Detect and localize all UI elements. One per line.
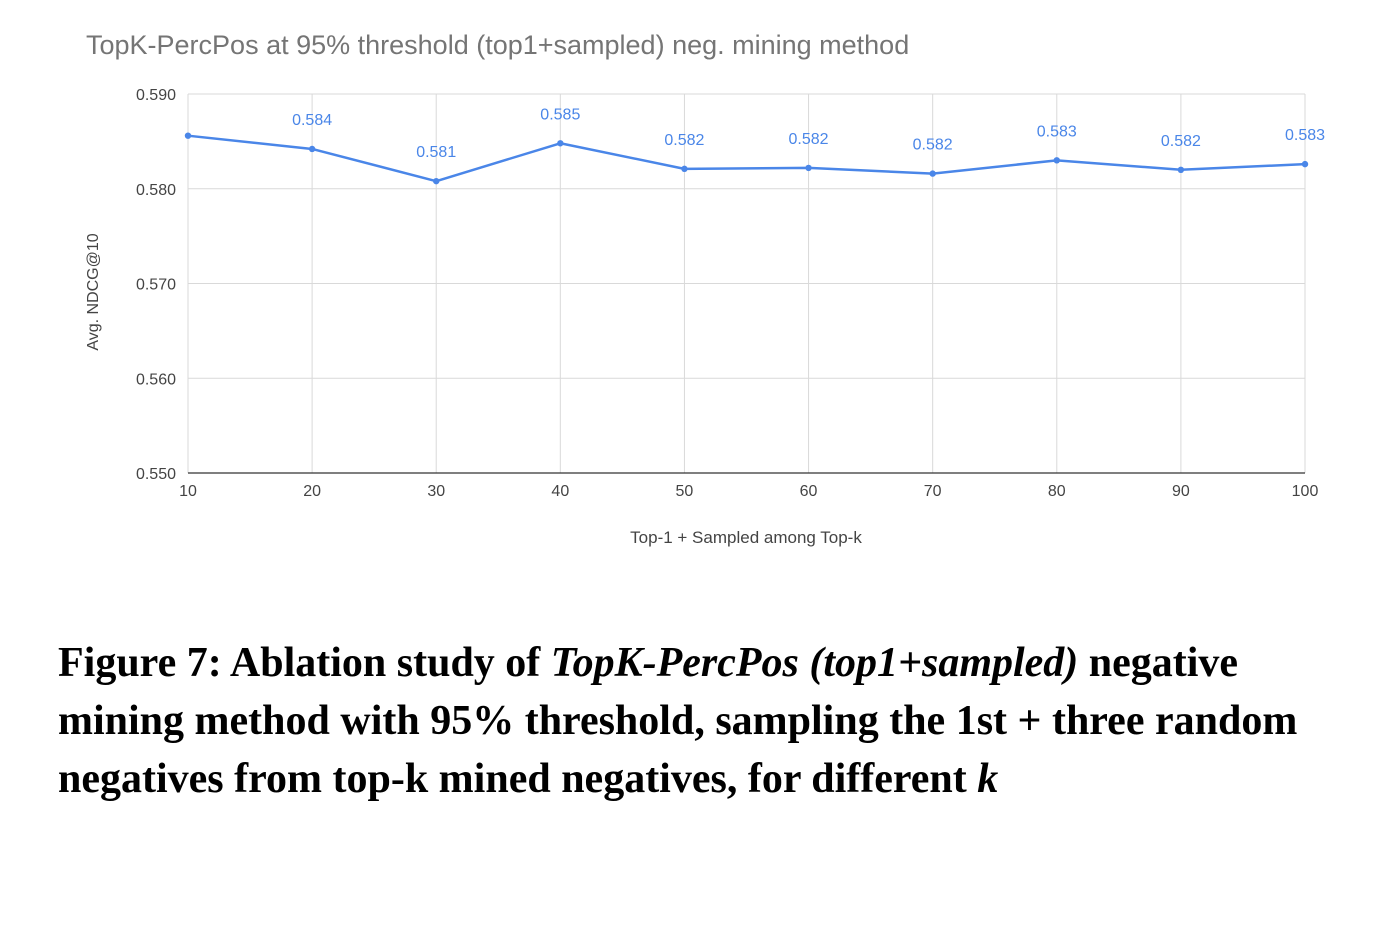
data-point — [1301, 160, 1309, 168]
data-point — [557, 140, 564, 147]
caption-variable-k: k — [977, 756, 999, 802]
data-point — [1053, 157, 1060, 164]
data-point — [184, 132, 192, 139]
data-label: 0.583 — [1037, 123, 1077, 140]
data-label: 0.585 — [540, 106, 580, 123]
x-tick-label: 70 — [924, 483, 942, 500]
x-tick-label: 100 — [1292, 483, 1319, 500]
y-tick-labels: 0.590 0.580 0.570 0.560 0.550 — [136, 87, 176, 483]
data-point — [308, 145, 316, 153]
data-point — [805, 164, 812, 172]
data-label: 0.581 — [416, 144, 456, 161]
y-axis-title: Avg. NDCG@10 — [85, 233, 102, 350]
x-tick-label: 40 — [551, 483, 569, 500]
caption-method-name: TopK-PercPos (top1+sampled) — [550, 640, 1079, 686]
x-axis-title: Top-1 + Sampled among Top-k — [630, 528, 862, 547]
data-label: 0.582 — [789, 131, 829, 148]
y-tick-label: 0.580 — [136, 182, 176, 199]
figure-caption: Figure 7: Ablation study of TopK-PercPos… — [58, 634, 1348, 808]
y-tick-label: 0.570 — [136, 277, 176, 294]
x-tick-label: 50 — [676, 483, 694, 500]
caption-body: negative mining method with 95% threshol… — [58, 640, 1298, 802]
x-tick-label: 80 — [1048, 483, 1066, 500]
data-point — [1177, 166, 1185, 173]
line-chart: 0.590 0.580 0.570 0.560 0.550 10 20 30 40 50 60 70… — [85, 87, 1325, 547]
data-label: 0.582 — [664, 132, 704, 149]
data-label: 0.582 — [913, 137, 953, 154]
data-series — [184, 132, 1309, 185]
x-tick-label: 10 — [179, 483, 197, 500]
x-tick-label: 20 — [303, 483, 321, 500]
x-tick-label: 90 — [1172, 483, 1190, 500]
y-tick-label: 0.550 — [136, 466, 176, 483]
data-label: 0.584 — [292, 112, 332, 129]
data-point — [681, 165, 688, 173]
data-point — [433, 177, 440, 185]
series-line — [187, 134, 1306, 183]
grid-lines — [187, 93, 1306, 474]
data-labels: 0.584 0.581 0.585 0.582 0.582 0.582 0.583 0.582… — [292, 106, 1325, 161]
x-tick-label: 30 — [427, 483, 445, 500]
y-tick-label: 0.590 — [136, 87, 176, 104]
data-point — [929, 170, 936, 177]
data-label: 0.582 — [1161, 133, 1201, 150]
chart-title: TopK-PercPos at 95% threshold (top1+samp… — [86, 30, 910, 60]
y-tick-label: 0.560 — [136, 371, 176, 388]
x-tick-labels: 10 20 30 40 50 60 70 80 90 100 — [179, 483, 1318, 500]
x-tick-label: 60 — [800, 483, 818, 500]
data-label: 0.583 — [1285, 127, 1325, 144]
caption-prefix: Figure 7: Ablation study of — [58, 640, 551, 686]
